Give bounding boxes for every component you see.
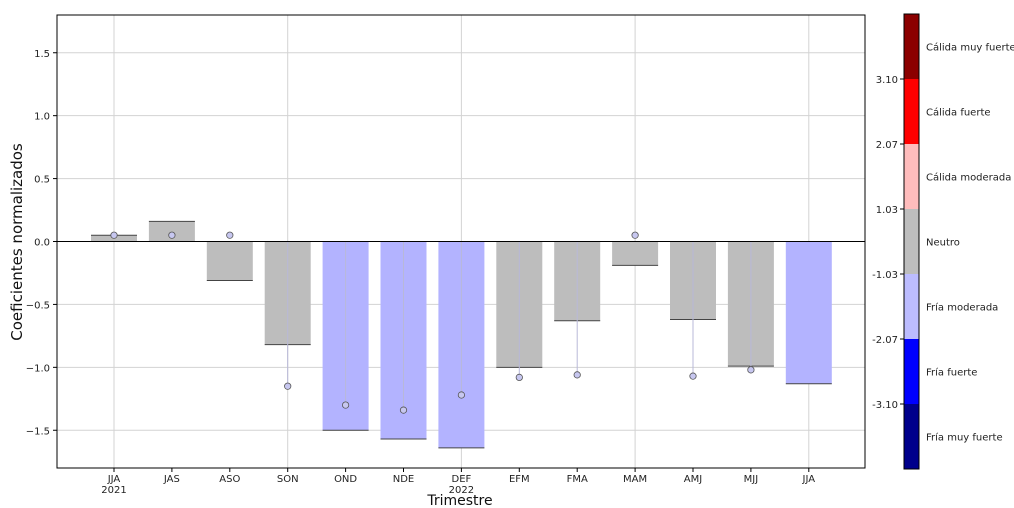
x-tick-sublabel: 2022 [449, 485, 474, 496]
colorbar-category-label: Fría muy fuerte [926, 432, 1003, 444]
colorbar-segment [904, 144, 919, 209]
x-tick-label: MAM [623, 474, 647, 485]
x-tick-sublabel: 2021 [101, 485, 126, 496]
data-point [226, 231, 234, 239]
bar [206, 241, 253, 281]
colorbar-segment [904, 79, 919, 144]
x-tick-label: EFM [509, 474, 530, 485]
colorbar-frame [903, 13, 920, 470]
colorbar-category-label: Neutro [926, 238, 960, 249]
colorbar-tick-label: 3.10 [876, 75, 898, 86]
colorbar-tick-label: -3.10 [872, 400, 898, 411]
y-tick-label: 1.5 [34, 49, 50, 60]
colorbar-tick-label: 1.03 [876, 205, 898, 216]
x-tick-label: OND [334, 474, 357, 485]
colorbar-segment [904, 209, 919, 274]
colorbar: Cálida muy fuerte Cálida fuerte Cálida mod… [872, 13, 1014, 470]
y-axis: −1.5 −1.0 −0.5 0.0 0.5 1.0 1.5 [26, 49, 57, 437]
data-point [747, 366, 755, 374]
colorbar-category-label: Fría fuerte [926, 367, 977, 379]
data-point [457, 391, 465, 399]
colorbar-tick-label: -2.07 [872, 335, 898, 346]
y-tick-label: 0.0 [34, 238, 50, 249]
x-tick-label: NDE [393, 474, 415, 485]
x-tick-label: JJA [802, 474, 816, 485]
colorbar-segment [904, 404, 919, 469]
y-tick-label: −1.0 [26, 363, 50, 374]
bar [148, 221, 195, 242]
data-point [515, 373, 523, 381]
colorbar-segment [904, 339, 919, 404]
data-point [168, 231, 176, 239]
x-axis-label: Trimestre [426, 493, 492, 508]
colorbar-category-label: Fría moderada [926, 302, 998, 314]
colorbar-segment [904, 274, 919, 339]
x-tick-label: MJJ [744, 474, 759, 485]
data-point [284, 382, 292, 390]
y-tick-label: 1.0 [34, 112, 50, 123]
y-tick-label: −1.5 [26, 426, 50, 437]
colorbar-segment [904, 14, 919, 79]
data-point [399, 406, 408, 414]
x-tick-label: ASO [219, 474, 240, 485]
x-tick-label: SON [277, 474, 299, 485]
x-tick-label: JAS [163, 474, 180, 485]
y-axis-label: Coeficientes normalizados [8, 143, 26, 341]
y-tick-label: −0.5 [26, 300, 50, 311]
x-tick-label: JJA [107, 474, 121, 485]
points [110, 231, 755, 414]
bar [785, 241, 832, 384]
colorbar-category-label: Cálida moderada [926, 172, 1011, 184]
colorbar-category-label: Cálida muy fuerte [926, 42, 1014, 54]
x-tick-label: AMJ [684, 474, 702, 485]
colorbar-tick-label: -1.03 [872, 270, 898, 281]
x-tick-label: DEF [452, 474, 472, 485]
data-point [573, 371, 581, 379]
y-tick-label: 0.5 [34, 175, 50, 186]
data-point [341, 401, 350, 409]
colorbar-category-label: Cálida fuerte [926, 107, 991, 119]
x-tick-label: FMA [567, 474, 588, 485]
data-point [631, 231, 639, 239]
bar [612, 241, 659, 266]
colorbar-tick-label: 2.07 [876, 140, 898, 151]
data-point [689, 372, 697, 380]
data-point [110, 231, 118, 239]
